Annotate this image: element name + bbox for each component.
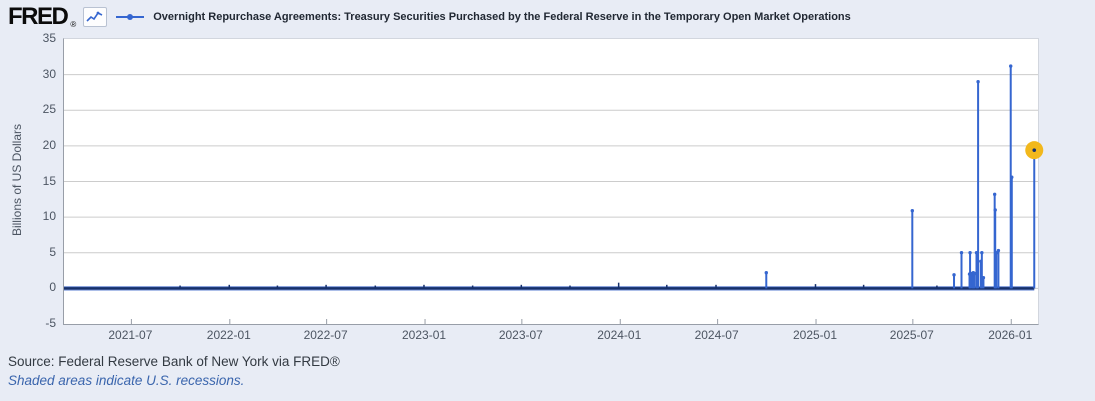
data-point-marker xyxy=(976,80,980,84)
x-axis-tick-label: 2023-07 xyxy=(498,328,543,342)
y-axis-tick-label: 30 xyxy=(42,66,56,81)
x-axis-tick-label: 2021-07 xyxy=(108,328,153,342)
source-attribution: Source: Federal Reserve Bank of New York… xyxy=(8,354,340,369)
y-axis-tick-label: 15 xyxy=(42,173,56,188)
x-axis-tick-label: 2025-01 xyxy=(792,328,838,342)
data-point-marker xyxy=(1009,64,1013,68)
data-point-marker xyxy=(994,251,998,255)
x-axis-tick-label: 2026-01 xyxy=(988,328,1033,342)
y-axis-tick-label: 20 xyxy=(42,137,56,152)
header-bar: FRED ® Overnight Repurchase Agreements: … xyxy=(8,3,851,31)
y-axis-tick-label: 0 xyxy=(49,280,56,295)
data-point-marker xyxy=(959,251,964,255)
series-legend-marker[interactable] xyxy=(116,14,145,20)
data-point-marker xyxy=(996,248,1001,253)
data-point-marker xyxy=(993,208,997,212)
y-axis-tick-label: 5 xyxy=(49,244,56,259)
x-axis-tick-label: 2025-07 xyxy=(889,328,934,342)
data-point-marker xyxy=(910,209,915,213)
data-point-marker xyxy=(972,271,977,276)
fred-logo[interactable]: FRED xyxy=(8,3,69,30)
data-point-marker xyxy=(992,192,997,197)
x-axis-tick-label: 2024-01 xyxy=(597,328,642,342)
fred-registered-mark: ® xyxy=(70,20,77,29)
data-point-marker xyxy=(764,271,768,275)
latest-value-point xyxy=(1032,148,1037,152)
y-axis-tick-label: 25 xyxy=(42,102,56,117)
y-axis-tick-label: -5 xyxy=(45,316,56,330)
y-axis-tick-label: 10 xyxy=(42,209,56,224)
y-axis-tick-label: 35 xyxy=(42,31,56,45)
data-point-marker xyxy=(968,251,972,255)
x-axis-tick-label: 2022-07 xyxy=(303,328,348,342)
data-point-marker xyxy=(980,251,984,255)
line-chart-icon[interactable] xyxy=(83,7,108,27)
data-point-marker xyxy=(1010,175,1014,179)
chart-canvas[interactable] xyxy=(64,39,1044,324)
data-point-marker xyxy=(981,275,986,280)
data-point-marker xyxy=(952,273,956,277)
x-axis-tick-label: 2024-07 xyxy=(694,328,739,342)
x-axis-tick-label: 2023-01 xyxy=(402,328,447,342)
recession-note: Shaded areas indicate U.S. recessions. xyxy=(8,373,245,388)
x-axis-tick-label: 2022-01 xyxy=(206,328,251,342)
chart-series-title[interactable]: Overnight Repurchase Agreements: Treasur… xyxy=(153,11,851,23)
chart-plot-area[interactable] xyxy=(63,38,1044,325)
legend-marker-dot xyxy=(127,14,134,20)
